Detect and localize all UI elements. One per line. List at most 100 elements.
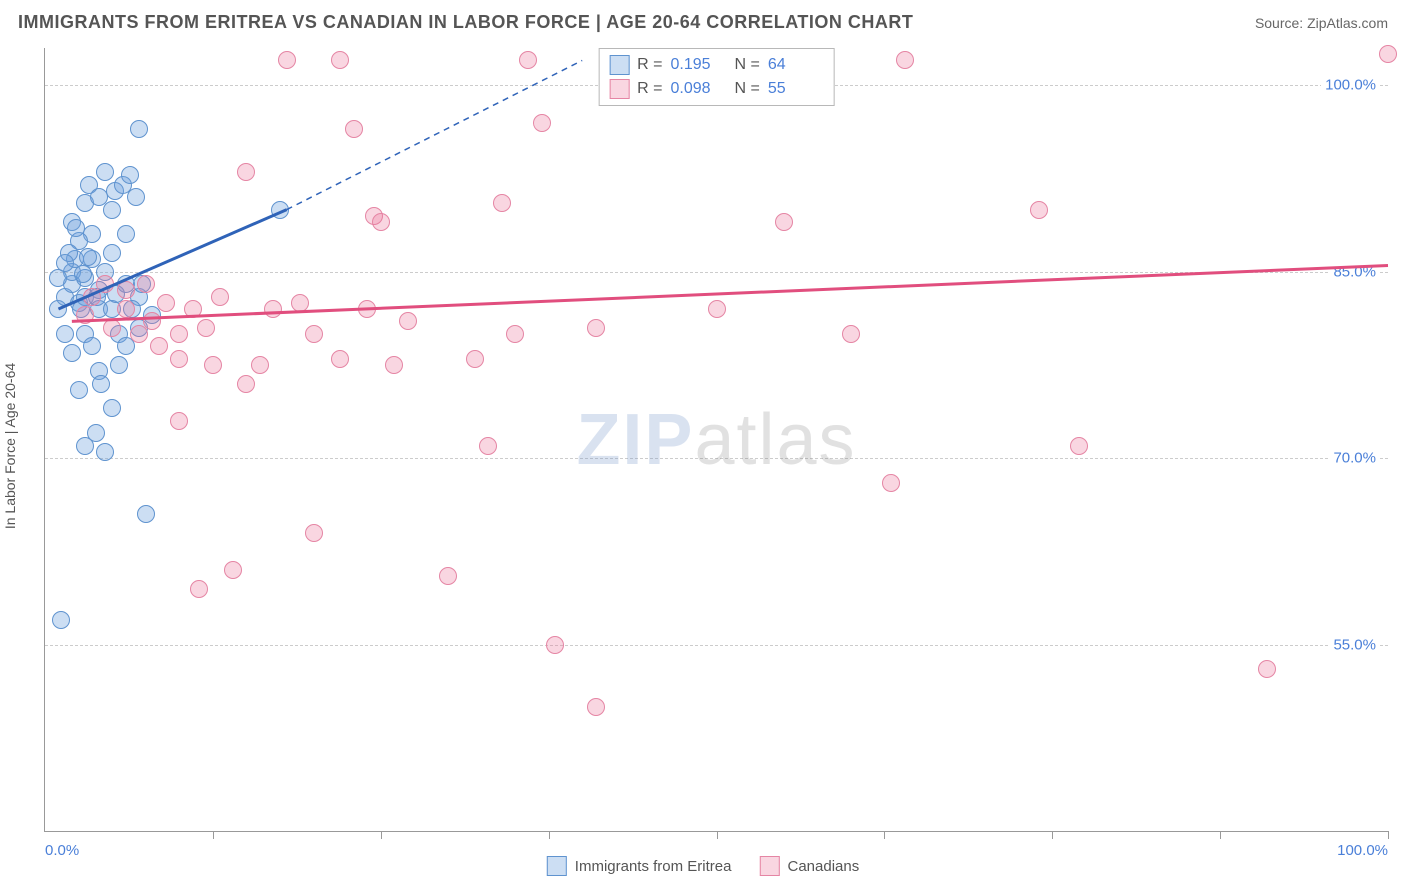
data-point: [519, 51, 537, 69]
data-point: [103, 319, 121, 337]
data-point: [184, 300, 202, 318]
legend-swatch: [609, 55, 629, 75]
data-point: [56, 254, 74, 272]
data-point: [170, 412, 188, 430]
data-point: [1070, 437, 1088, 455]
data-point: [479, 437, 497, 455]
y-axis-label: In Labor Force | Age 20-64: [2, 363, 18, 529]
data-point: [587, 698, 605, 716]
data-point: [170, 325, 188, 343]
data-point: [1258, 660, 1276, 678]
x-tick: [717, 831, 718, 839]
data-point: [117, 300, 135, 318]
data-point: [708, 300, 726, 318]
data-point: [331, 350, 349, 368]
data-point: [251, 356, 269, 374]
data-point: [305, 325, 323, 343]
data-point: [237, 375, 255, 393]
data-point: [56, 325, 74, 343]
data-point: [137, 505, 155, 523]
data-point: [52, 611, 70, 629]
legend-row: R = 0.195 N = 64: [609, 53, 824, 77]
data-point: [74, 265, 92, 283]
data-point: [117, 281, 135, 299]
r-value: 0.098: [671, 80, 727, 98]
data-point: [1379, 45, 1397, 63]
x-tick: [884, 831, 885, 839]
data-point: [305, 524, 323, 542]
data-point: [358, 300, 376, 318]
data-point: [278, 51, 296, 69]
data-point: [67, 219, 85, 237]
data-point: [399, 312, 417, 330]
data-point: [546, 636, 564, 654]
data-point: [117, 225, 135, 243]
data-point: [385, 356, 403, 374]
data-point: [96, 275, 114, 293]
n-value: 64: [768, 56, 824, 74]
gridline: [45, 645, 1388, 646]
data-point: [96, 443, 114, 461]
data-point: [170, 350, 188, 368]
data-point: [63, 344, 81, 362]
legend-label: Canadians: [787, 858, 859, 875]
data-point: [271, 201, 289, 219]
data-point: [842, 325, 860, 343]
chart-title: IMMIGRANTS FROM ERITREA VS CANADIAN IN L…: [18, 12, 913, 33]
data-point: [372, 213, 390, 231]
data-point: [103, 201, 121, 219]
data-point: [506, 325, 524, 343]
legend-row: R =0.098N =55: [609, 77, 824, 101]
gridline: [45, 458, 1388, 459]
legend-swatch: [609, 79, 629, 99]
gridline: [45, 272, 1388, 273]
data-point: [190, 580, 208, 598]
data-point: [79, 248, 97, 266]
data-point: [110, 356, 128, 374]
data-point: [204, 356, 222, 374]
legend-swatch: [547, 856, 567, 876]
r-label: R =: [637, 56, 662, 74]
x-tick-label: 100.0%: [1337, 842, 1388, 859]
data-point: [197, 319, 215, 337]
x-tick: [1388, 831, 1389, 839]
data-point: [83, 337, 101, 355]
data-point: [92, 375, 110, 393]
n-value: 55: [768, 80, 824, 98]
data-point: [121, 166, 139, 184]
data-point: [466, 350, 484, 368]
legend-item-eritrea: Immigrants from Eritrea: [547, 856, 732, 876]
n-label: N =: [735, 80, 760, 98]
y-tick-label: 55.0%: [1329, 636, 1380, 653]
data-point: [137, 275, 155, 293]
data-point: [96, 163, 114, 181]
data-point: [90, 188, 108, 206]
data-point: [587, 319, 605, 337]
correlation-legend: R = 0.195 N = 64R = 0.098 N = 55: [598, 48, 835, 106]
x-tick: [549, 831, 550, 839]
x-tick-label: 0.0%: [45, 842, 79, 859]
x-tick: [381, 831, 382, 839]
data-point: [70, 381, 88, 399]
data-point: [157, 294, 175, 312]
data-point: [103, 399, 121, 417]
legend-swatch: [759, 856, 779, 876]
data-point: [127, 188, 145, 206]
n-label: N =: [735, 56, 760, 74]
data-point: [150, 337, 168, 355]
x-tick: [1220, 831, 1221, 839]
data-point: [76, 306, 94, 324]
x-tick: [213, 831, 214, 839]
data-point: [264, 300, 282, 318]
data-point: [775, 213, 793, 231]
data-point: [896, 51, 914, 69]
r-value: 0.195: [671, 56, 727, 74]
chart-area: 55.0%70.0%85.0%100.0%0.0%100.0% ZIPatlas…: [44, 48, 1388, 832]
data-point: [76, 437, 94, 455]
data-point: [143, 312, 161, 330]
legend-item-canadians: Canadians: [759, 856, 859, 876]
source-label: Source: ZipAtlas.com: [1255, 15, 1388, 31]
data-point: [533, 114, 551, 132]
data-point: [345, 120, 363, 138]
y-tick-label: 85.0%: [1329, 263, 1380, 280]
